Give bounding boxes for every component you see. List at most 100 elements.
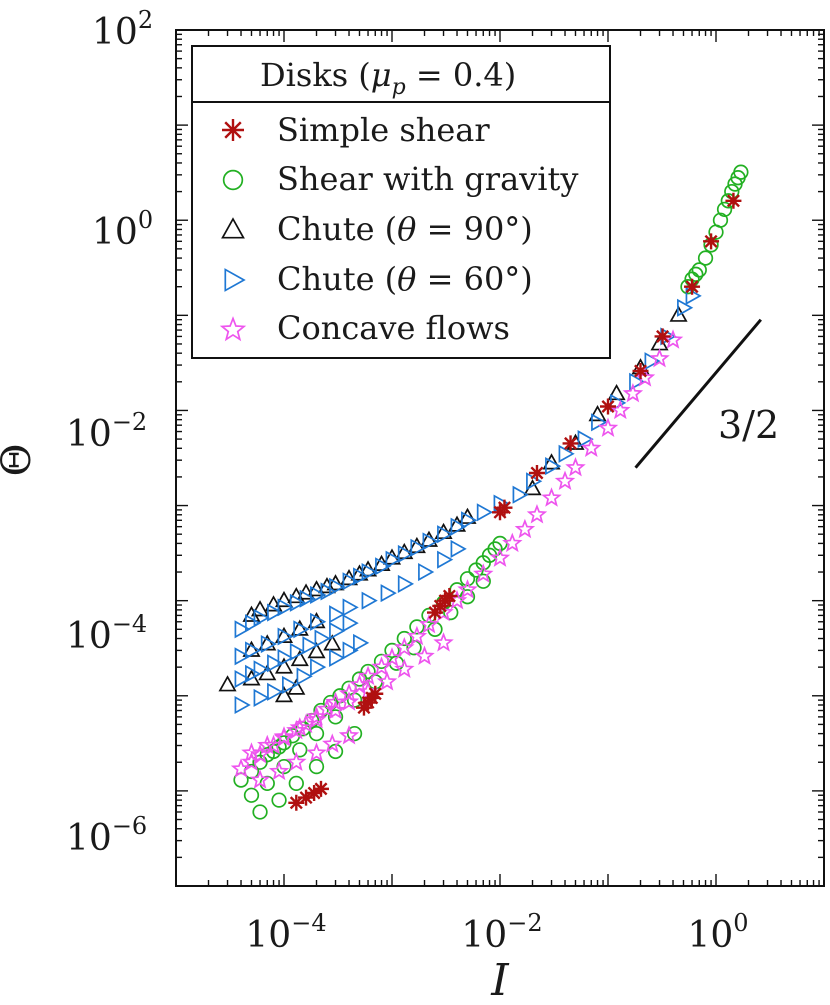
data-point-chute-90 xyxy=(218,675,237,692)
data-point-shear-gravity xyxy=(292,742,308,758)
data-point-chute-60 xyxy=(342,641,359,660)
data-point-chute-60 xyxy=(577,430,594,449)
data-point-chute-60 xyxy=(685,286,702,305)
data-point-chute-60 xyxy=(296,667,313,686)
data-point-chute-60 xyxy=(329,648,346,667)
slope-reference-line xyxy=(634,318,762,469)
data-point-chute-60 xyxy=(289,593,307,612)
data-point-chute-60 xyxy=(418,562,435,582)
data-point-chute-90 xyxy=(542,453,561,470)
data-point-concave-flows xyxy=(394,636,415,657)
data-point-shear-gravity xyxy=(346,725,363,742)
data-point-chute-60 xyxy=(353,567,370,586)
data-point-chute-90 xyxy=(258,634,277,651)
data-point-concave-flows xyxy=(289,717,311,737)
data-point-chute-90 xyxy=(307,612,326,629)
data-point-concave-flows xyxy=(418,613,440,634)
data-point-simple-shear xyxy=(288,794,305,811)
legend-marker-chute-90 xyxy=(221,217,245,239)
data-point-shear-gravity xyxy=(360,663,376,680)
x-tick-label-3: 100 xyxy=(687,909,748,956)
data-point-simple-shear xyxy=(600,398,616,415)
data-point-chute-60 xyxy=(310,585,327,604)
data-point-chute-60 xyxy=(342,598,359,617)
data-point-chute-60 xyxy=(314,629,331,648)
data-point-chute-60 xyxy=(450,539,467,558)
y-tick-label-4: 100 xyxy=(92,206,153,253)
data-point-chute-60 xyxy=(234,647,251,666)
data-point-chute-60 xyxy=(234,669,251,689)
data-point-chute-90 xyxy=(458,507,477,524)
data-point-chute-60 xyxy=(310,612,327,631)
legend-box xyxy=(191,45,611,359)
legend-marker-shear-gravity xyxy=(222,169,244,191)
data-point-chute-60 xyxy=(342,614,359,633)
data-point-shear-gravity xyxy=(475,573,491,589)
data-point-chute-90 xyxy=(274,626,294,643)
data-point-simple-shear xyxy=(684,278,701,295)
data-point-concave-flows xyxy=(649,347,670,368)
legend-label-simple-shear: Simple shear xyxy=(277,111,490,149)
data-point-concave-flows xyxy=(257,734,278,755)
y-tick-label-1: 10−6 xyxy=(66,812,147,859)
data-point-simple-shear xyxy=(703,233,720,250)
data-point-concave-flows xyxy=(381,647,403,667)
data-point-chute-60 xyxy=(361,562,378,582)
data-marks xyxy=(218,164,749,820)
data-point-concave-flows xyxy=(457,579,478,599)
data-point-chute-90 xyxy=(290,649,309,667)
data-point-chute-90 xyxy=(323,634,342,651)
data-point-chute-60 xyxy=(342,572,359,591)
data-point-concave-flows xyxy=(249,743,271,764)
legend-label-chute-60: Chute (θ = 60°) xyxy=(277,260,533,298)
data-point-chute-60 xyxy=(289,642,307,661)
data-point-chute-60 xyxy=(234,620,251,639)
data-point-concave-flows xyxy=(565,456,586,477)
data-point-chute-60 xyxy=(329,605,346,624)
data-point-chute-60 xyxy=(277,648,294,667)
data-point-simple-shear xyxy=(441,587,458,604)
data-point-chute-60 xyxy=(245,641,262,660)
data-point-shear-gravity xyxy=(733,164,749,180)
y-tick-label-3: 10−2 xyxy=(66,408,147,455)
data-point-shear-gravity xyxy=(409,619,425,635)
data-point-chute-90 xyxy=(669,305,688,322)
axis-ticks xyxy=(175,29,825,887)
data-point-chute-60 xyxy=(437,550,454,569)
data-point-shear-gravity xyxy=(688,266,704,282)
data-point-concave-flows xyxy=(541,487,562,507)
data-point-chute-60 xyxy=(361,591,378,610)
data-point-chute-60 xyxy=(267,654,284,673)
data-point-simple-shear xyxy=(632,362,649,379)
data-point-chute-60 xyxy=(437,525,454,544)
data-point-shear-gravity xyxy=(716,201,733,218)
data-point-shear-gravity xyxy=(252,804,268,820)
data-point-simple-shear xyxy=(367,685,384,702)
data-point-concave-flows xyxy=(526,504,548,524)
data-point-chute-90 xyxy=(307,642,326,659)
data-point-concave-flows xyxy=(610,399,631,420)
data-point-shear-gravity xyxy=(396,630,412,647)
series-chute-60 xyxy=(234,286,702,715)
data-point-chute-60 xyxy=(293,620,310,639)
data-point-concave-flows xyxy=(322,733,343,753)
data-point-chute-90 xyxy=(274,590,294,608)
y-axis-label: Θ xyxy=(0,444,40,477)
legend-markers xyxy=(219,119,247,342)
data-point-chute-60 xyxy=(282,675,299,694)
data-point-chute-60 xyxy=(385,550,402,569)
data-point-chute-60 xyxy=(512,485,529,504)
data-point-chute-60 xyxy=(253,608,270,627)
data-point-chute-60 xyxy=(329,577,346,596)
data-point-chute-60 xyxy=(277,598,294,617)
data-point-shear-gravity xyxy=(288,775,304,792)
data-point-concave-flows xyxy=(338,724,360,745)
legend-label-concave-flows: Concave flows xyxy=(277,309,510,347)
data-point-chute-90 xyxy=(274,657,294,674)
data-point-concave-flows xyxy=(268,760,290,781)
data-point-shear-gravity xyxy=(351,671,368,687)
data-point-shear-gravity xyxy=(459,589,476,605)
data-point-chute-60 xyxy=(267,603,284,622)
series-concave-flows xyxy=(230,329,684,789)
data-point-chute-60 xyxy=(253,660,270,679)
